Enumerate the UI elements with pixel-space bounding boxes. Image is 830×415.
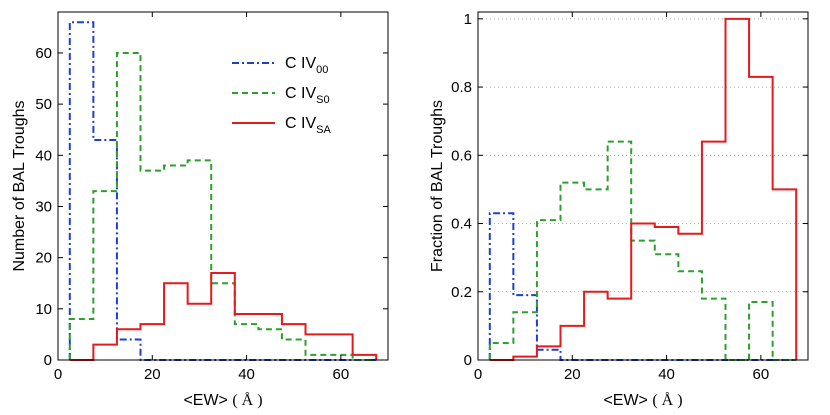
y-tick-label: 0.6 [451, 147, 472, 164]
series-line-s0 [488, 140, 797, 361]
series-line-sa [489, 17, 798, 361]
y-tick-label: 10 [35, 301, 52, 318]
x-tick-label: 20 [564, 366, 581, 383]
legend: C IV00 C IVS0 C IVSA [232, 55, 331, 136]
x-axis-label: <EW> ( Å ) [603, 391, 682, 409]
x-tick-label: 0 [54, 366, 62, 383]
series-line-00 [488, 212, 797, 361]
axes-frame [477, 11, 809, 361]
x-axis-label: <EW> ( Å ) [183, 391, 262, 409]
y-tick-label: 0.2 [451, 284, 472, 301]
y-tick-label: 40 [35, 147, 52, 164]
legend-entry-00: C IV00 [285, 55, 328, 76]
y-tick-label: 30 [35, 198, 52, 215]
right-chart-panel: 0 20 40 60 0 0.2 0.4 0.6 0.8 1 <EW> ( Å ) Fraction … [429, 11, 809, 409]
legend-entry-sa: C IVSA [285, 115, 331, 136]
y-axis-label: Fraction of BAL Troughs [429, 100, 446, 272]
y-tick-label: 0.4 [451, 216, 472, 233]
x-tick-label: 0 [474, 366, 482, 383]
axes-frame [57, 11, 389, 361]
series-line-s0 [68, 51, 377, 361]
x-tick-label: 20 [144, 366, 161, 383]
y-axis-label: Number of BAL Troughs [11, 100, 28, 271]
y-tick-label: 0.8 [451, 79, 472, 96]
legend-entry-s0: C IVS0 [285, 85, 330, 106]
x-tick-label: 40 [238, 366, 255, 383]
y-tick-label: 20 [35, 250, 52, 267]
y-tick-label: 60 [35, 45, 52, 62]
left-chart-panel: 0 20 40 60 0 10 20 30 40 50 60 <EW> ( Å ) Number of … [11, 11, 389, 409]
y-tick-label: 0 [44, 352, 52, 369]
x-tick-label: 60 [753, 366, 770, 383]
y-tick-label: 50 [35, 96, 52, 113]
y-tick-label: 1 [464, 11, 472, 28]
series-line-sa [69, 272, 378, 361]
y-tick-label: 0 [464, 352, 472, 369]
x-tick-label: 60 [333, 366, 350, 383]
x-tick-label: 40 [658, 366, 675, 383]
